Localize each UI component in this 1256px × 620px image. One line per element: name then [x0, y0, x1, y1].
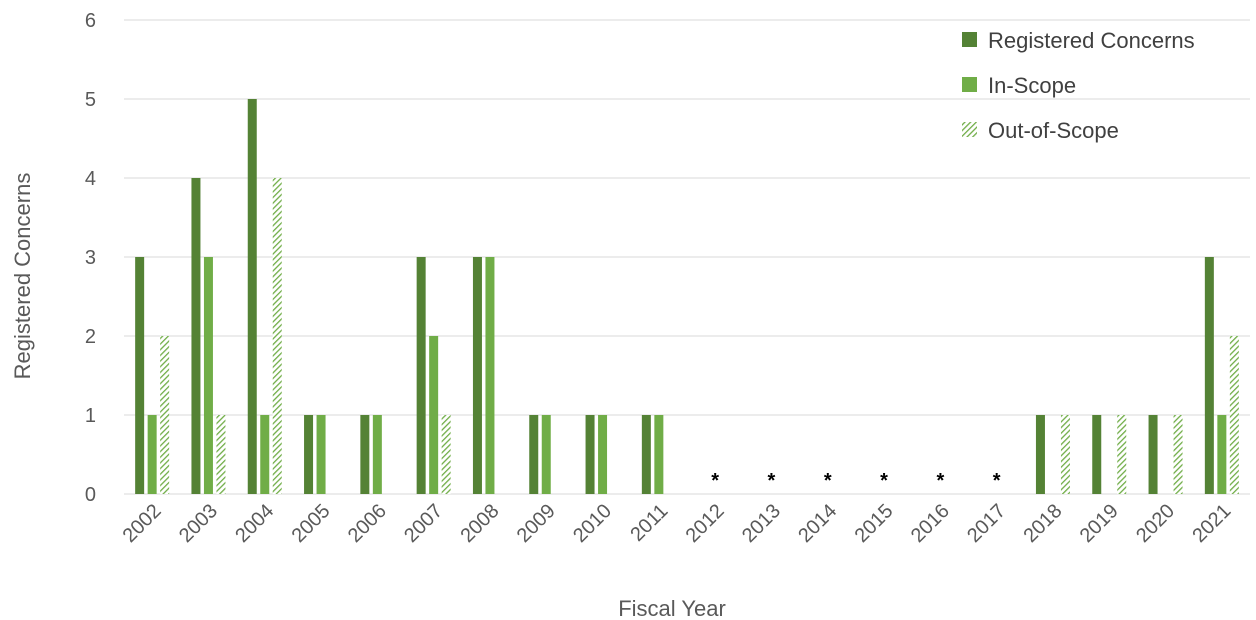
- x-axis-title: Fiscal Year: [618, 596, 726, 620]
- x-tick-label: 2011: [626, 500, 672, 546]
- gridlines: [124, 19, 1250, 495]
- y-axis-title: Registered Concerns: [10, 173, 35, 380]
- bar-in-scope-2009: [541, 415, 551, 494]
- y-tick-label: 1: [85, 405, 96, 427]
- bar-registered-concerns-2021: [1204, 257, 1214, 494]
- bar-out-of-scope-2007: [441, 415, 451, 494]
- bar-registered-concerns-2018: [1035, 415, 1045, 494]
- x-tick-label: 2012: [682, 500, 729, 547]
- bar-in-scope-2011: [654, 415, 664, 494]
- x-tick-label: 2021: [1188, 500, 1235, 547]
- legend-label: Out-of-Scope: [988, 118, 1119, 143]
- x-tick-label: 2010: [569, 500, 616, 547]
- bar-out-of-scope-2020: [1173, 415, 1183, 494]
- annotation-asterisk: *: [993, 470, 1001, 492]
- annotation-asterisk: *: [711, 470, 719, 492]
- x-tick-label: 2018: [1019, 500, 1066, 547]
- bar-out-of-scope-2018: [1060, 415, 1070, 494]
- bar-registered-concerns-2011: [641, 415, 651, 494]
- bar-registered-concerns-2019: [1092, 415, 1102, 494]
- x-tick-label: 2002: [119, 500, 166, 547]
- x-tick-label: 2007: [400, 500, 447, 547]
- bars: [135, 99, 1239, 494]
- bar-in-scope-2008: [485, 257, 495, 494]
- legend: Registered Concerns In-Scope Out-of-Scope: [962, 28, 1195, 143]
- bar-in-scope-2002: [147, 415, 157, 494]
- x-tick-label: 2013: [738, 500, 785, 547]
- x-tick-label: 2019: [1076, 500, 1123, 547]
- bar-registered-concerns-2003: [191, 178, 201, 494]
- bar-registered-concerns-2002: [135, 257, 145, 494]
- bar-registered-concerns-2008: [472, 257, 482, 494]
- bar-in-scope-2007: [429, 336, 439, 494]
- x-tick-label: 2009: [513, 500, 560, 547]
- bar-in-scope-2003: [203, 257, 213, 494]
- bar-out-of-scope-2021: [1229, 336, 1239, 494]
- y-tick-label: 2: [85, 326, 96, 348]
- bar-registered-concerns-2004: [247, 99, 257, 494]
- bar-registered-concerns-2006: [360, 415, 370, 494]
- y-tick-label: 5: [85, 89, 96, 111]
- legend-swatch: [962, 32, 977, 47]
- bar-in-scope-2010: [598, 415, 608, 494]
- bar-registered-concerns-2010: [585, 415, 595, 494]
- x-tick-label: 2006: [344, 500, 391, 547]
- bar-in-scope-2021: [1217, 415, 1227, 494]
- legend-swatch: [962, 77, 977, 92]
- x-tick-label: 2020: [1132, 500, 1179, 547]
- bar-registered-concerns-2009: [529, 415, 539, 494]
- bar-in-scope-2006: [372, 415, 382, 494]
- x-tick-label: 2017: [963, 500, 1010, 547]
- annotations: * * * * * *: [711, 470, 1001, 492]
- y-tick-label: 0: [85, 484, 96, 506]
- bar-registered-concerns-2007: [416, 257, 426, 494]
- bar-registered-concerns-2005: [304, 415, 314, 494]
- legend-label: In-Scope: [988, 73, 1076, 98]
- bar-in-scope-2004: [260, 415, 270, 494]
- bar-in-scope-2005: [316, 415, 326, 494]
- bar-out-of-scope-2002: [160, 336, 170, 494]
- bar-out-of-scope-2019: [1117, 415, 1127, 494]
- annotation-asterisk: *: [768, 470, 776, 492]
- y-tick-label: 3: [85, 247, 96, 269]
- x-tick-label: 2003: [175, 500, 222, 547]
- x-tick-label: 2014: [794, 500, 841, 547]
- annotation-asterisk: *: [824, 470, 832, 492]
- x-axis-ticks: 2002 2003 2004 2005 2006 2007 2008 2009 2010 2011…: [119, 500, 1236, 547]
- annotation-asterisk: *: [880, 470, 888, 492]
- annotation-asterisk: *: [936, 470, 944, 492]
- legend-swatch: [962, 122, 977, 137]
- x-tick-label: 2004: [231, 500, 278, 547]
- y-tick-label: 6: [85, 10, 96, 32]
- y-axis-ticks: 0 1 2 3 4 5 6: [85, 10, 96, 506]
- x-tick-label: 2008: [456, 500, 503, 547]
- x-tick-label: 2016: [907, 500, 954, 547]
- x-tick-label: 2005: [288, 500, 335, 547]
- bar-registered-concerns-2020: [1148, 415, 1158, 494]
- bar-out-of-scope-2004: [272, 178, 282, 494]
- x-tick-label: 2015: [851, 500, 898, 547]
- legend-label: Registered Concerns: [988, 28, 1195, 53]
- y-tick-label: 4: [85, 168, 96, 190]
- bar-out-of-scope-2003: [216, 415, 226, 494]
